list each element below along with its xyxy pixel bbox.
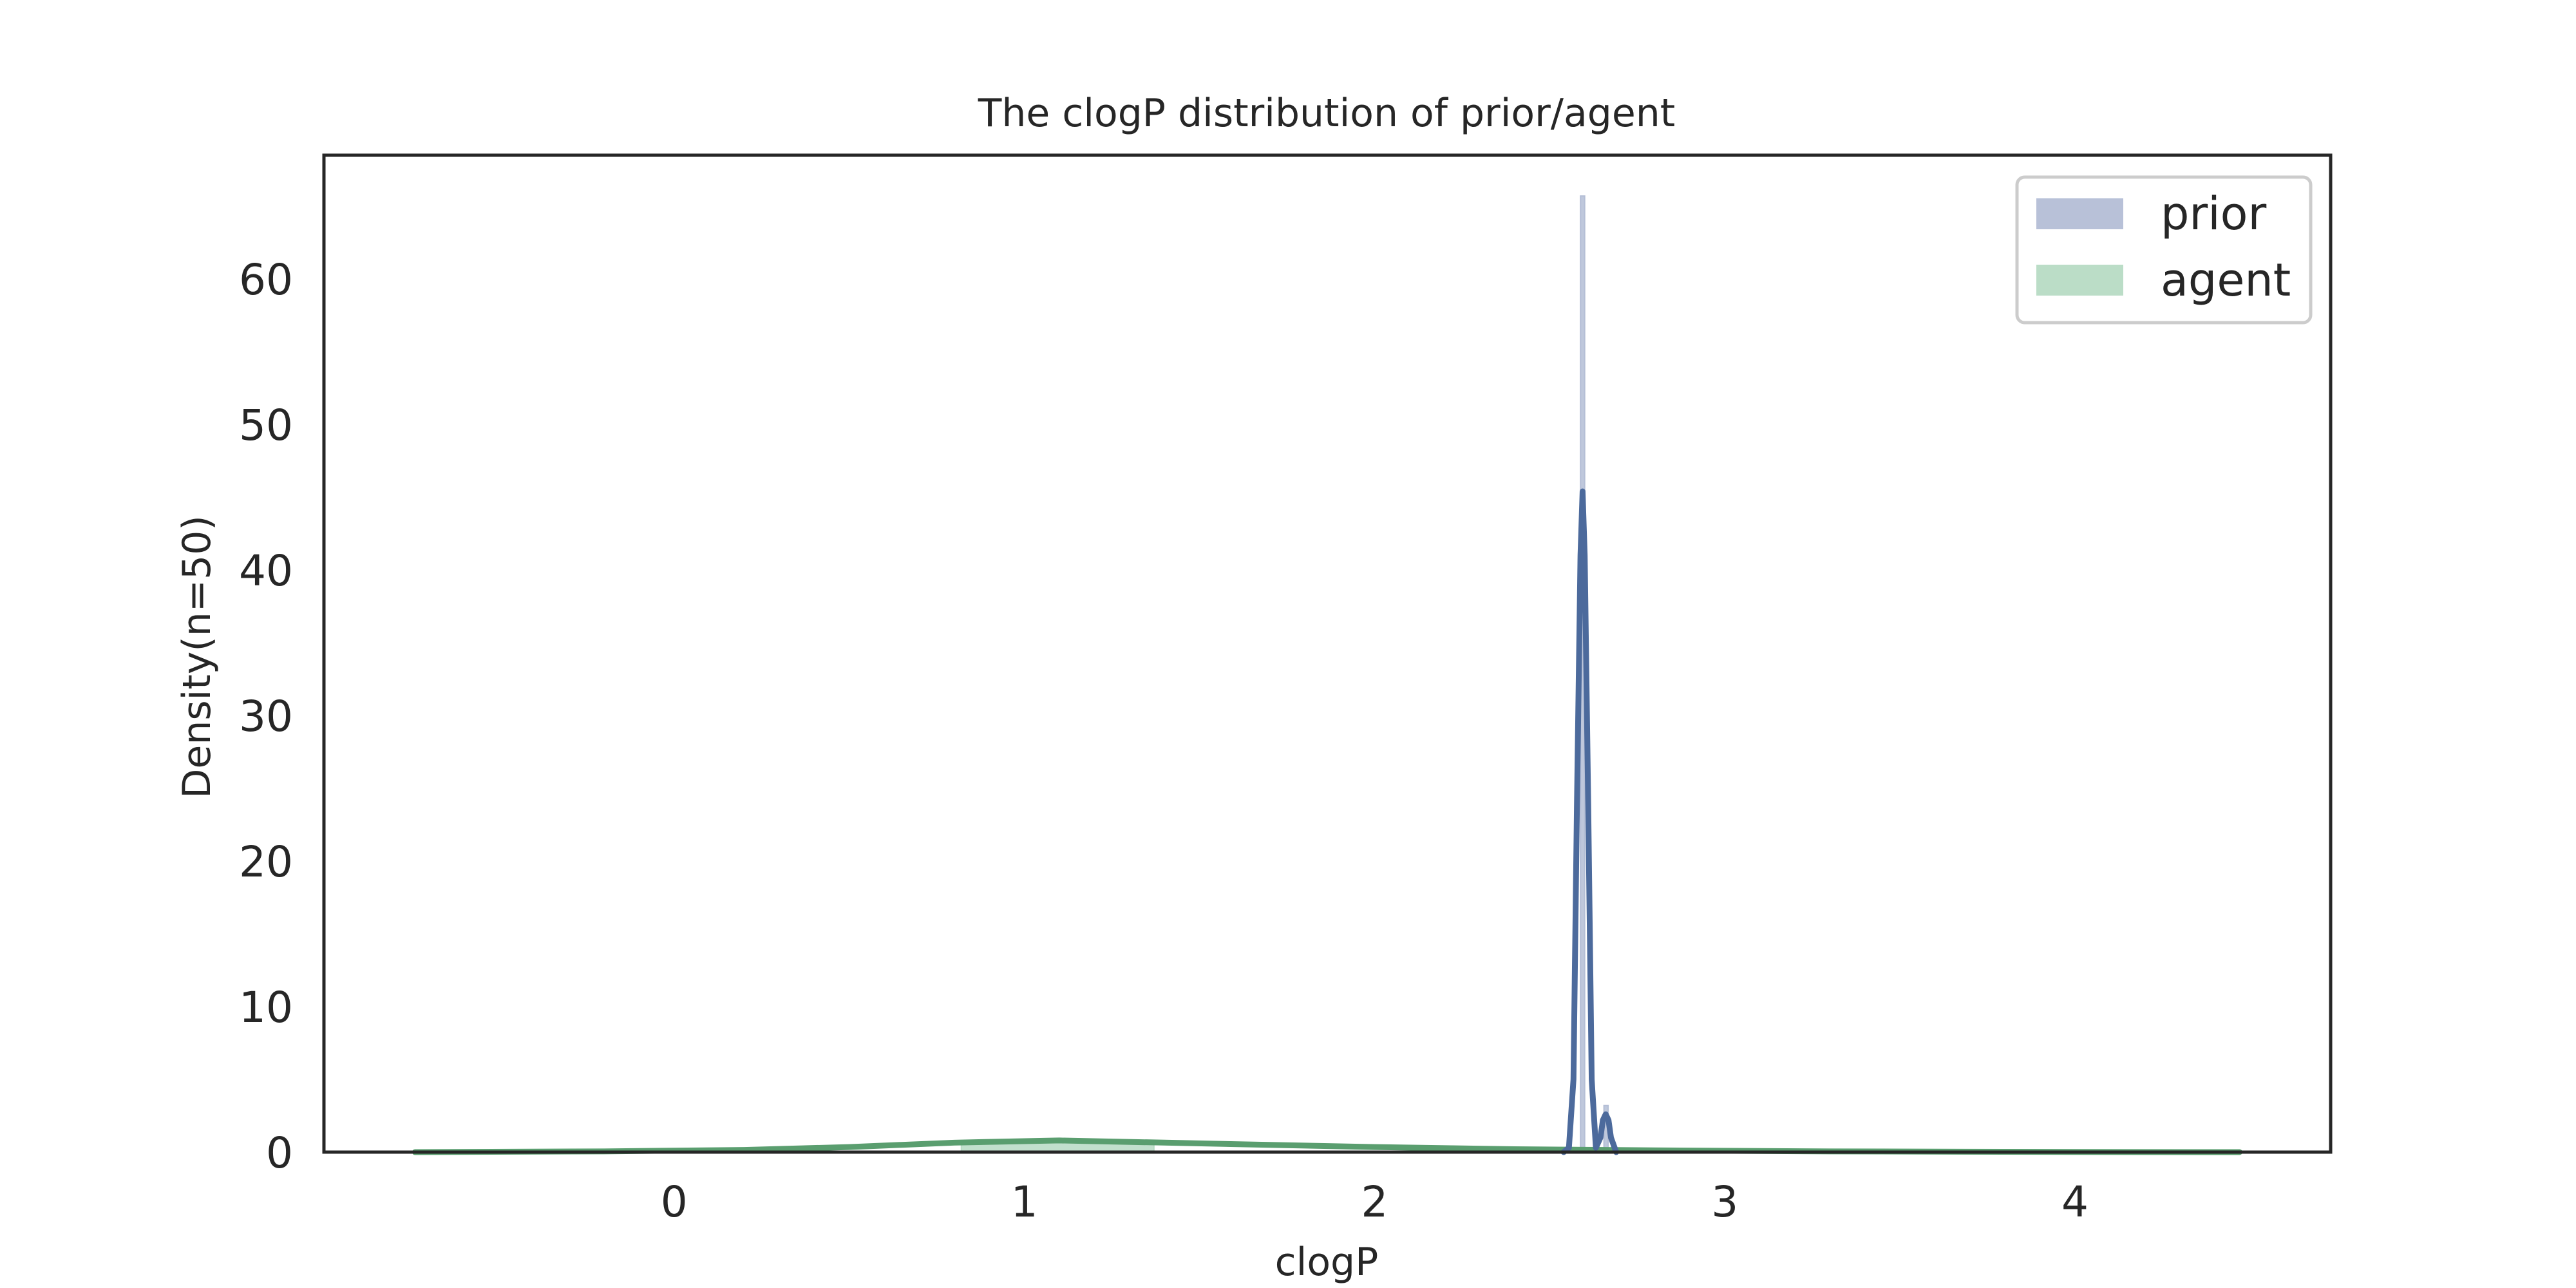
y-tick-label: 20 [239, 837, 293, 887]
agent-kde-line [412, 1137, 2243, 1155]
plot-frame [322, 153, 2333, 1154]
legend: prior agent [2015, 175, 2313, 325]
y-tick-label: 30 [239, 692, 293, 741]
y-axis-label: Density(n=50) [175, 515, 220, 799]
x-tick-label: 2 [1361, 1177, 1388, 1227]
prior-legend-label: prior [2161, 187, 2266, 240]
plot-area [412, 195, 2243, 1155]
x-tick-label: 3 [1711, 1177, 1738, 1227]
prior-kde-line [1560, 488, 1620, 1155]
x-tick-label: 1 [1011, 1177, 1038, 1227]
agent-legend-label: agent [2161, 254, 2291, 307]
chart-title: The clogP distribution of prior/agent [978, 91, 1676, 136]
y-tick-label: 60 [239, 255, 293, 305]
y-tick-label: 40 [239, 546, 293, 596]
y-tick-label: 50 [239, 401, 293, 450]
y-axis: 0 10 20 30 40 50 60 [239, 255, 293, 1178]
x-tick-label: 4 [2061, 1177, 2088, 1227]
y-tick-label: 10 [239, 983, 293, 1032]
x-axis: 0 1 2 3 4 [661, 1177, 2088, 1227]
x-tick-label: 0 [661, 1177, 688, 1227]
x-axis-label: clogP [1275, 1240, 1379, 1285]
prior-legend-swatch [2036, 198, 2123, 229]
y-tick-label: 0 [266, 1128, 293, 1178]
agent-legend-swatch [2036, 265, 2123, 296]
